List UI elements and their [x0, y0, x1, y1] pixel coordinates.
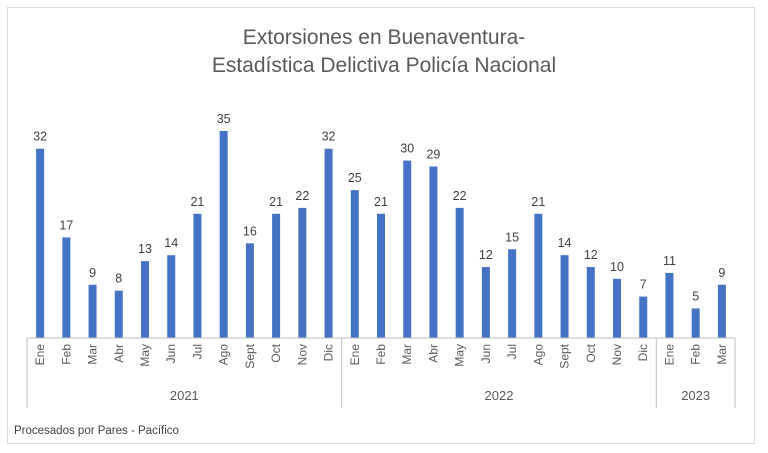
x-tick-label: Feb: [374, 344, 388, 365]
x-tick-label: Dic: [322, 344, 336, 361]
bar: [508, 249, 517, 338]
x-tick-label: Feb: [689, 344, 703, 365]
bar: [665, 272, 674, 338]
bar: [639, 296, 648, 338]
bar: [167, 255, 176, 338]
data-label: 16: [243, 224, 257, 238]
data-label: 21: [531, 195, 545, 209]
data-label: 14: [558, 236, 572, 250]
data-label: 22: [453, 189, 467, 203]
x-tick-label: Nov: [610, 344, 624, 365]
year-group-label: 2023: [681, 388, 710, 403]
x-tick-label: Mar: [715, 344, 729, 365]
data-label: 7: [640, 278, 647, 292]
x-tick-label: Jun: [479, 344, 493, 363]
data-label: 21: [190, 195, 204, 209]
bar: [560, 255, 569, 338]
x-tick-label: Oct: [269, 343, 283, 362]
bar: [691, 308, 700, 338]
chart-title-line-2: Estadística Delictiva Policía Nacional: [212, 54, 556, 77]
data-label: 22: [295, 189, 309, 203]
data-label: 12: [479, 248, 493, 262]
bar: [88, 284, 97, 338]
data-label: 21: [269, 195, 283, 209]
bar: [245, 243, 254, 338]
bar: [36, 148, 45, 338]
bar: [350, 190, 359, 338]
chart-title-line-1: Extorsiones en Buenaventura-: [243, 26, 526, 49]
x-tick-label: Nov: [295, 344, 309, 365]
data-label: 8: [115, 272, 122, 286]
data-label: 32: [322, 130, 336, 144]
bar: [324, 148, 333, 338]
x-tick-label: Ene: [348, 344, 362, 366]
x-tick-label: Ene: [33, 344, 47, 366]
data-label: 29: [426, 147, 440, 161]
data-label: 35: [217, 112, 231, 126]
x-tick-label: Oct: [584, 343, 598, 362]
data-label: 10: [610, 260, 624, 274]
x-tick-label: Ago: [531, 344, 545, 366]
data-label: 11: [663, 254, 676, 268]
x-tick-label: Ene: [662, 344, 676, 366]
bar: [429, 166, 438, 338]
bar: [219, 131, 228, 338]
source-note: Procesados por Pares - Pacífico: [14, 425, 179, 437]
data-label: 17: [59, 218, 73, 232]
bar: [613, 278, 621, 338]
x-tick-label: Abr: [112, 344, 126, 363]
data-label: 15: [505, 230, 519, 244]
x-tick-label: Abr: [426, 344, 440, 363]
x-tick-label: Mar: [400, 344, 414, 365]
data-label: 5: [692, 289, 699, 303]
data-label: 25: [348, 171, 362, 185]
data-label: 21: [374, 195, 388, 209]
bar: [403, 160, 412, 338]
bar: [114, 290, 123, 338]
x-tick-label: Sept: [243, 343, 257, 368]
bar: [481, 267, 490, 338]
bar: [298, 207, 307, 338]
bar: [141, 261, 149, 338]
year-group-label: 2021: [170, 388, 199, 403]
data-label: 9: [718, 266, 725, 280]
x-tick-label: May: [453, 344, 467, 367]
x-tick-label: Feb: [59, 344, 73, 365]
data-label: 12: [584, 248, 598, 262]
x-tick-label: Jun: [164, 344, 178, 363]
bar: [62, 237, 71, 338]
x-tick-label: Jul: [505, 344, 519, 359]
x-tick-label: Mar: [86, 344, 100, 365]
bar: [377, 213, 385, 338]
x-tick-label: Jul: [190, 344, 204, 359]
data-label: 9: [89, 266, 96, 280]
bar: [272, 213, 281, 338]
bar: [534, 213, 543, 338]
bar: [455, 207, 464, 338]
bar: [586, 267, 595, 338]
x-tick-label: Dic: [636, 344, 650, 361]
data-label: 13: [138, 242, 152, 256]
data-label: 30: [400, 142, 414, 156]
bar: [193, 213, 202, 338]
year-group-label: 2022: [485, 388, 514, 403]
x-tick-label: Sept: [558, 343, 572, 368]
data-label: 32: [33, 130, 47, 144]
bar: [717, 284, 726, 338]
x-tick-label: May: [138, 344, 152, 367]
data-label: 14: [164, 236, 178, 250]
x-tick-label: Ago: [217, 344, 231, 366]
